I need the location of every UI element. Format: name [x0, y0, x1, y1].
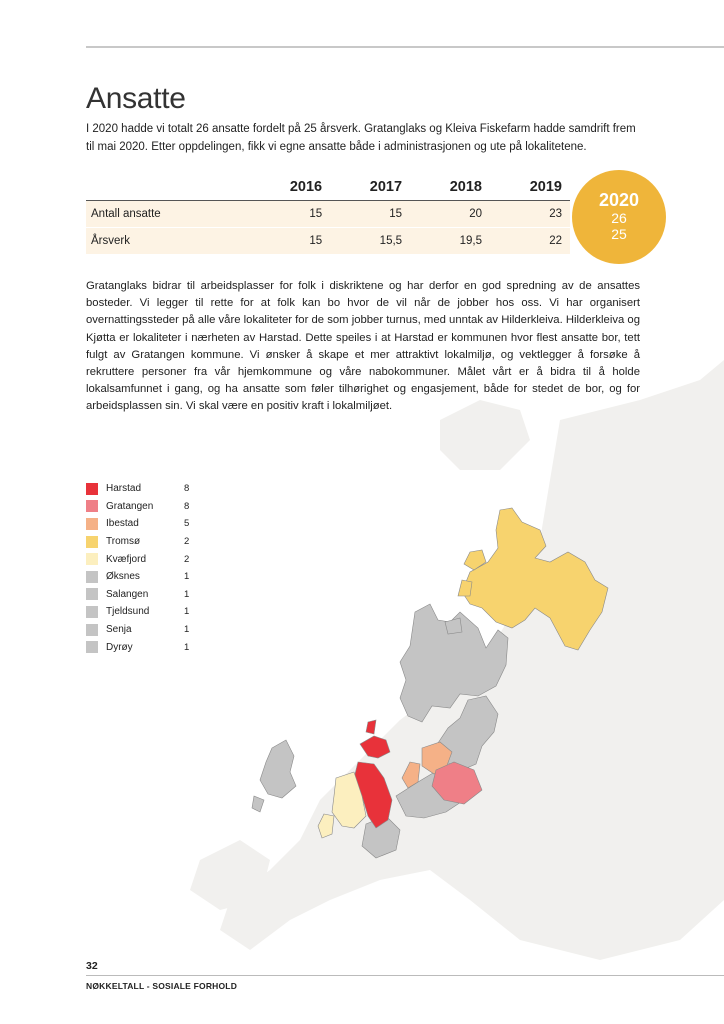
page-number: 32	[86, 960, 98, 972]
legend-swatch	[86, 623, 98, 636]
legend-swatch	[86, 570, 98, 583]
table-cell: 22	[490, 226, 570, 254]
footer-divider	[86, 975, 724, 976]
year-2020-badge: 2020 26 25	[572, 170, 666, 264]
map-region-tromso	[461, 507, 609, 651]
table-cell: 19,5	[410, 226, 490, 254]
legend-count: 1	[184, 571, 190, 583]
table-header-year: 2019	[529, 179, 562, 196]
legend-item: Salangen 1	[86, 586, 189, 604]
table-row: Årsverk 15 15,5 19,5 22	[86, 226, 570, 254]
legend-count: 8	[184, 483, 190, 495]
legend-swatch	[86, 500, 98, 513]
table-cell: 15,5	[330, 226, 411, 254]
map-region-grey	[444, 617, 463, 635]
legend-count: 1	[184, 588, 190, 600]
legend-count: 2	[184, 536, 190, 548]
legend-name: Senja	[106, 624, 132, 636]
map-region-gratangen	[431, 761, 483, 805]
page-title: Ansatte	[86, 82, 186, 115]
legend-name: Tjeldsund	[106, 606, 150, 618]
table-cell: 23	[549, 207, 562, 220]
legend-name: Ibestad	[106, 518, 139, 530]
legend-swatch	[86, 605, 98, 618]
legend-count: 1	[184, 606, 190, 618]
legend-count: 5	[184, 518, 190, 530]
legend-swatch	[86, 553, 98, 566]
map-region-tromso	[463, 549, 487, 571]
employees-table: 2016 2017 2018 2019 Antall ansatte 15 15…	[86, 178, 570, 254]
map-region-kvaefjord	[331, 771, 367, 829]
legend-item: Øksnes 1	[86, 568, 189, 586]
table-row: Antall ansatte 15 15 20 23	[86, 200, 570, 227]
row-label: Årsverk	[86, 226, 251, 254]
legend-swatch	[86, 588, 98, 601]
legend-swatch	[86, 535, 98, 548]
table-cell: 15	[389, 207, 403, 220]
legend-item: Kvæfjord 2	[86, 550, 189, 568]
table-header-year: 2016	[289, 179, 323, 196]
body-paragraph: Gratanglaks bidrar til arbeidsplasser fo…	[86, 280, 640, 413]
legend-item: Gratangen 8	[86, 498, 189, 516]
legend-count: 8	[184, 500, 190, 512]
legend-item: Senja 1	[86, 621, 189, 639]
map-region-ibestad	[401, 761, 421, 789]
table-header-year: 2017	[369, 179, 403, 196]
legend-count: 1	[184, 624, 190, 636]
legend-name: Tromsø	[106, 536, 141, 548]
legend-name: Gratangen	[106, 500, 154, 512]
table-cell: 20	[469, 207, 482, 220]
map-region-tromso	[457, 579, 473, 597]
legend-name: Øksnes	[106, 571, 140, 583]
intro-paragraph: I 2020 hadde vi totalt 26 ansatte fordel…	[86, 123, 636, 153]
legend-swatch	[86, 482, 98, 495]
legend-swatch	[86, 641, 98, 654]
legend-item: Ibestad 5	[86, 515, 189, 533]
legend-item: Tromsø 2	[86, 533, 189, 551]
table-header-blank	[86, 178, 250, 200]
legend-count: 2	[184, 553, 190, 565]
legend-item: Dyrøy 1	[86, 638, 189, 656]
legend-item: Tjeldsund 1	[86, 603, 189, 621]
map-region-kvaefjord	[317, 813, 335, 839]
table-header-year: 2018	[449, 179, 482, 196]
footer-section-label: NØKKELTALL - SOSIALE FORHOLD	[86, 981, 238, 991]
legend-swatch	[86, 517, 98, 530]
legend-count: 1	[184, 641, 190, 653]
legend-item: Harstad 8	[86, 480, 189, 498]
legend-name: Kvæfjord	[106, 553, 147, 565]
map-region-grey	[251, 795, 265, 813]
map-region-harstad	[359, 735, 391, 759]
top-divider	[86, 46, 724, 48]
legend-name: Salangen	[106, 588, 149, 600]
municipality-map	[251, 507, 609, 859]
map-region-grey	[259, 739, 297, 799]
map-region-grey	[399, 603, 509, 723]
legend-name: Harstad	[106, 483, 142, 495]
table-cell: 15	[309, 207, 323, 220]
table-header-row: 2016 2017 2018 2019	[86, 178, 570, 200]
badge-ansatte: 26	[611, 210, 627, 226]
badge-year: 2020	[598, 190, 640, 210]
table-cell: 15	[250, 226, 331, 254]
badge-arsverk: 25	[611, 226, 627, 242]
legend-name: Dyrøy	[106, 641, 133, 653]
row-label: Antall ansatte	[91, 207, 161, 220]
map-region-harstad	[365, 719, 377, 735]
map-legend: Harstad 8 Gratangen 8 Ibestad 5 Tromsø 2…	[86, 480, 189, 656]
